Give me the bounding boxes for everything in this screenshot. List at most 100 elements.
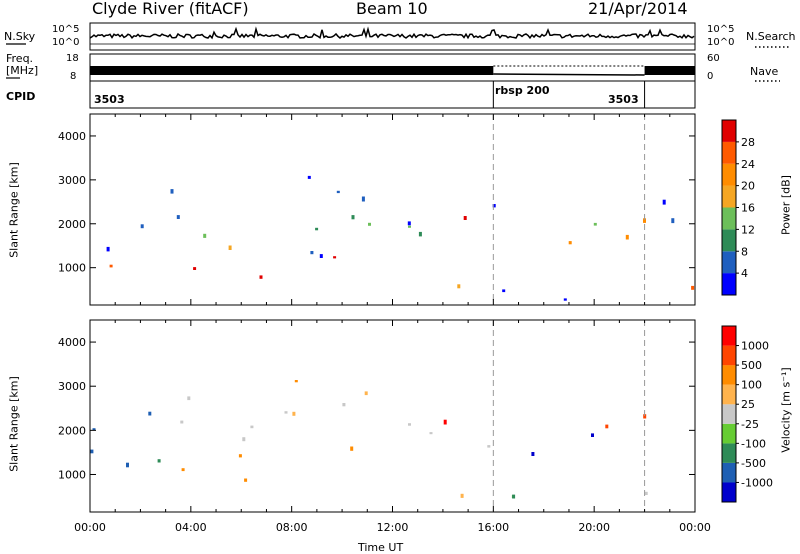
power-ytick-label-3: 4000 [58, 130, 86, 143]
velocity-colorbar-seg-1 [722, 462, 736, 483]
nsky-frame [89, 22, 696, 51]
velocity-cell-1-0 [126, 462, 129, 468]
power-cell-11-3 [625, 234, 629, 240]
velocity-ytick-label-3: 4000 [58, 336, 86, 349]
xtick-label-3: 12:00 [377, 521, 409, 534]
power-colorbar-tick-label-4: 20 [741, 180, 755, 193]
velocity-cell-9-1 [531, 452, 535, 456]
velocity-cell-0-2 [90, 449, 94, 454]
power-cell-11-1 [643, 218, 646, 223]
power-cell-14-0 [691, 285, 695, 290]
velocity-cell-7-0 [460, 493, 464, 498]
velocity-cell-2-2 [181, 468, 185, 472]
cpid-label: CPID [6, 90, 36, 103]
velocity-cell-5-1 [429, 432, 433, 435]
velocity-cell-2-0 [350, 446, 354, 451]
freq-line-1 [493, 73, 645, 76]
power-ytick-label-2: 3000 [58, 174, 86, 187]
velocity-cell-0-1 [148, 411, 152, 416]
power-cell-6-4 [408, 225, 411, 228]
power-cell-2-0 [193, 267, 197, 270]
power-colorbar-tick-label-1: 8 [741, 245, 748, 258]
xtick-label-5: 20:00 [578, 521, 610, 534]
power-cell-13-1 [662, 199, 666, 205]
power-cell-6-1 [492, 204, 496, 208]
power-frame [89, 113, 696, 306]
nsky-trace [89, 26, 695, 40]
velocity-cell-3-5 [250, 425, 254, 429]
power-colorbar-seg-2 [722, 229, 736, 252]
cpid-segment-label-0: 3503 [94, 93, 125, 106]
power-cell-7-0 [463, 216, 467, 220]
power-cell-8-0 [457, 284, 461, 289]
velocity-colorbar-tick-label-0: 1000 [741, 340, 769, 353]
velocity-cell-2-1 [238, 454, 242, 458]
velocity-colorbar-seg-0 [722, 482, 736, 502]
power-cell-6-0 [368, 222, 371, 226]
velocity-cell-4-0 [292, 411, 296, 416]
velocity-cell-0-0 [157, 459, 161, 463]
power-cell-2-1 [228, 245, 232, 250]
velocity-cell-6-0 [443, 419, 447, 425]
nsky-tick-top: 10^5 [52, 24, 80, 35]
power-colorbar-seg-6 [722, 141, 736, 164]
power-cell-0-2 [176, 215, 180, 219]
nsky-right-tick-bottom: 10^0 [707, 37, 735, 48]
velocity-colorbar-tick-label-7: -1000 [741, 476, 773, 489]
power-cell-0-0 [140, 224, 144, 229]
velocity-cell-8-1 [512, 494, 516, 499]
power-colorbar-tick-label-2: 12 [741, 223, 755, 236]
xtick-label-2: 08:00 [276, 521, 308, 534]
power-cell-3-1 [259, 275, 263, 279]
power-cell-10-1 [502, 289, 506, 293]
power-cell-5-0 [307, 175, 311, 179]
xtick-label-6: 00:00 [679, 521, 711, 534]
power-colorbar-tick-label-0: 4 [741, 267, 748, 280]
velocity-colorbar-seg-6 [722, 365, 736, 385]
xtick-label-0: 00:00 [74, 521, 106, 534]
velocity-colorbar-seg-7 [722, 345, 736, 366]
nave-label: Nave [750, 65, 779, 78]
power-colorbar-seg-5 [722, 163, 736, 186]
velocity-colorbar-frame [721, 325, 737, 503]
velocity-cell-10-1 [605, 424, 609, 429]
velocity-cell-0-3 [92, 428, 96, 431]
velocity-cell-5-2 [408, 423, 411, 426]
power-ytick-label-0: 1000 [58, 262, 86, 275]
station-title: Clyde River (fitACF) [92, 0, 249, 18]
velocity-cell-2-3 [244, 478, 248, 482]
freq-band-2 [644, 66, 695, 75]
velocity-cell-4-2 [364, 391, 368, 396]
velocity-colorbar-seg-8 [722, 326, 736, 346]
power-ytick-label-1: 2000 [58, 218, 86, 231]
freq-label-1: Freq. [6, 52, 34, 65]
nsky-tick-bottom: 10^0 [52, 37, 80, 48]
power-cell-0-3 [106, 246, 110, 252]
velocity-colorbar-tick-label-1: 500 [741, 359, 762, 372]
velocity-cell-3-1 [284, 411, 288, 414]
power-cell-4-3 [315, 227, 319, 231]
velocity-cell-11-0 [644, 491, 648, 495]
velocity-ytick-label-0: 1000 [58, 468, 86, 481]
power-colorbar-tick-label-5: 24 [741, 158, 755, 171]
power-cell-6-2 [418, 231, 422, 237]
power-cell-3-0 [333, 256, 337, 259]
velocity-colorbar-tick-label-5: -100 [741, 437, 766, 450]
velocity-ytick-label-1: 2000 [58, 424, 86, 437]
power-cell-1-0 [109, 264, 113, 268]
power-colorbar-seg-0 [722, 273, 736, 295]
nsky-label: N.Sky [4, 30, 36, 43]
velocity-cell-3-2 [242, 437, 246, 442]
velocity-colorbar-seg-4 [722, 404, 736, 424]
velocity-cell-5-0 [487, 445, 491, 448]
nave-tick-bottom: 0 [707, 71, 714, 82]
velocity-colorbar-tick-label-3: 25 [741, 398, 755, 411]
power-colorbar-seg-4 [722, 185, 736, 208]
velocity-cell-9-0 [591, 433, 594, 437]
cpid-segment-label-2: 3503 [608, 93, 639, 106]
velocity-ytick-label-2: 3000 [58, 380, 86, 393]
freq-label-2: [MHz] [6, 64, 39, 77]
velocity-cell-3-4 [180, 420, 184, 424]
cpid-segment-label-1: rbsp 200 [495, 84, 550, 97]
